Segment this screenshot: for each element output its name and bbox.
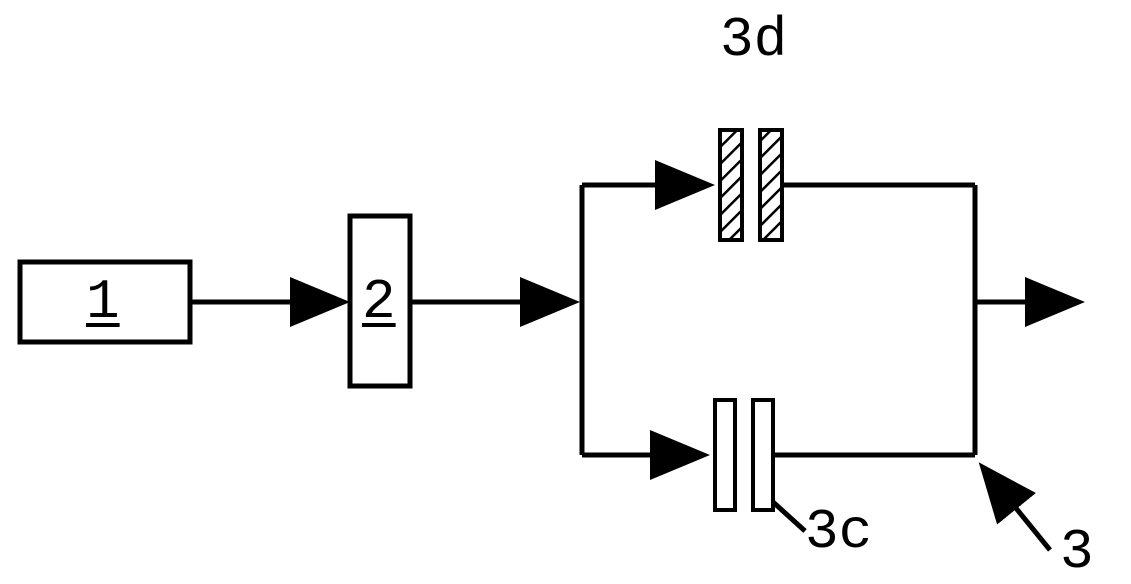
- label-3d: 3d: [720, 8, 787, 72]
- cap-3d-plate-left: [720, 130, 742, 240]
- diagram-svg: [0, 0, 1131, 583]
- cap-3d-plate-right: [760, 130, 782, 240]
- label-1: 1: [86, 270, 120, 334]
- block-diagram: 1 2 3d 3c 3: [0, 0, 1131, 583]
- pointer-3: [985, 470, 1050, 550]
- label-2: 2: [362, 270, 396, 334]
- cap-3c-plate-right: [753, 400, 773, 510]
- leader-3c: [773, 502, 805, 531]
- label-3c: 3c: [805, 500, 872, 564]
- cap-3c-plate-left: [715, 400, 735, 510]
- label-3: 3: [1060, 520, 1094, 584]
